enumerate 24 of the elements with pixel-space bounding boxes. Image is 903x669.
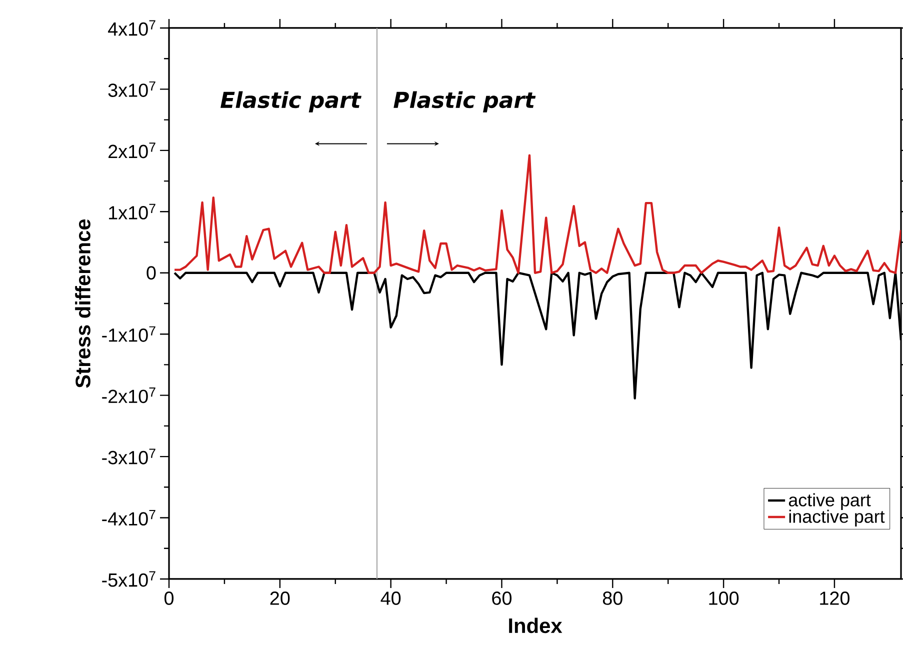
y-tick-label: 0	[146, 266, 156, 280]
legend-label: inactive part	[789, 510, 885, 526]
x-tick-label: 120	[820, 592, 850, 605]
x-tick-label: 20	[270, 592, 290, 605]
y-tick-label: -3x10$^{7}$	[102, 448, 156, 464]
y-tick-label: 2x10$^{7}$	[108, 142, 156, 158]
annotation: Plastic part	[394, 91, 536, 112]
y-tick-label: 3x10$^{7}$	[108, 81, 156, 97]
y-tick-label: 4x10$^{7}$	[108, 20, 156, 36]
y-tick-label: 1x10$^{7}$	[109, 204, 156, 220]
y-axis-title: Stress difference	[75, 219, 90, 388]
x-axis-title: Index	[509, 618, 562, 634]
y-tick-label: -2x10$^{7}$	[102, 388, 156, 404]
y-tick-label: -4x10$^{7}$	[102, 510, 156, 526]
legend-label: active part	[788, 493, 871, 510]
line-series	[173, 154, 902, 274]
x-tick-label: 40	[380, 592, 401, 605]
x-tick-label: 100	[709, 592, 739, 605]
annotation: Elastic part	[220, 91, 362, 112]
y-tick-label: -1x10$^{7}$	[102, 326, 156, 342]
y-tick-label: -5x10$^{7}$	[102, 571, 156, 587]
x-tick-label: 60	[492, 592, 512, 605]
x-tick-label: 80	[602, 592, 622, 605]
x-tick-label: 0	[164, 592, 174, 605]
